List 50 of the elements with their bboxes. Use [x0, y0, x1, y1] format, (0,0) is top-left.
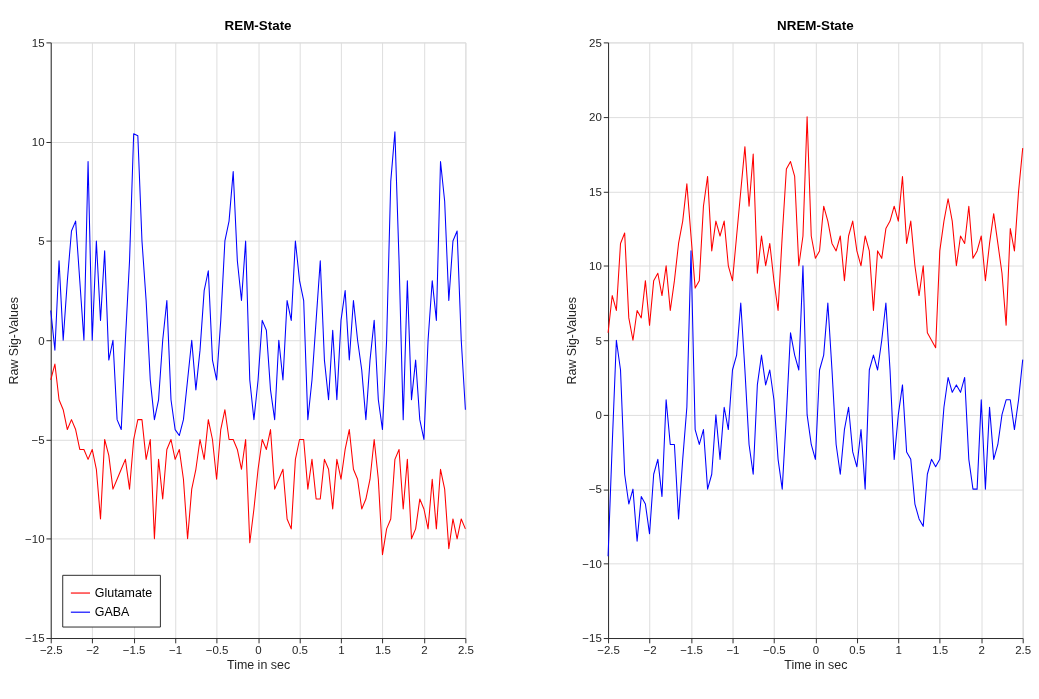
x-tick-label: −1.5	[680, 643, 703, 656]
x-tick-label: −2.5	[597, 643, 620, 656]
x-tick-label: 1.5	[932, 643, 949, 656]
x-axis-title: Time in sec	[226, 658, 291, 673]
legend-label: GABA	[94, 605, 131, 620]
line-series	[607, 250, 1024, 557]
x-tick-label: 1	[338, 643, 345, 656]
y-tick-label: 0	[595, 409, 602, 421]
y-tick-label: −5	[31, 433, 45, 446]
x-tick-label: 2	[978, 643, 985, 656]
y-axis-title: Raw Sig-Values	[564, 296, 579, 385]
y-tick-label: 15	[31, 36, 45, 49]
x-tick-label: −2	[643, 643, 657, 656]
y-tick-label: 10	[31, 136, 45, 148]
x-tick-label: 0.5	[849, 643, 866, 656]
x-tick-label: 2	[421, 643, 428, 656]
y-tick-label: −10	[582, 557, 602, 570]
line-series	[50, 131, 466, 441]
x-tick-label: 0	[812, 643, 820, 656]
y-tick-label: 15	[589, 185, 602, 198]
x-tick-label: 2.5	[1015, 643, 1032, 656]
y-tick-label: −5	[588, 483, 602, 496]
y-tick-label: 25	[589, 36, 602, 49]
x-tick-label: −1	[726, 643, 740, 656]
line-series	[607, 116, 1024, 349]
x-axis-title: Time in sec	[784, 658, 848, 673]
legend-label: Glutamate	[94, 585, 153, 600]
y-tick-label: −10	[25, 533, 45, 546]
x-tick-label: −2.5	[39, 643, 63, 656]
chart-title: REM-State	[224, 17, 292, 33]
x-tick-label: −0.5	[205, 643, 229, 656]
y-axis-title: Raw Sig-Values	[7, 296, 22, 385]
x-tick-label: −0.5	[763, 643, 786, 656]
x-tick-label: 0.5	[292, 643, 308, 656]
y-tick-label: 20	[589, 111, 602, 124]
y-tick-label: 5	[38, 235, 45, 248]
y-tick-label: −15	[25, 632, 45, 645]
chart-title: NREM-State	[777, 17, 854, 33]
x-tick-label: −2	[86, 643, 100, 656]
x-tick-label: −1	[169, 643, 183, 656]
y-tick-label: −15	[582, 632, 602, 645]
y-tick-label: 5	[595, 334, 602, 347]
line-series	[50, 363, 466, 556]
x-tick-label: 0	[255, 643, 262, 656]
y-tick-label: 10	[589, 260, 602, 273]
x-tick-label: −1.5	[122, 643, 146, 656]
y-tick-label: 0	[38, 334, 45, 347]
x-tick-label: 2.5	[457, 643, 474, 656]
x-tick-label: 1	[895, 643, 902, 656]
x-tick-label: 1.5	[374, 643, 391, 656]
